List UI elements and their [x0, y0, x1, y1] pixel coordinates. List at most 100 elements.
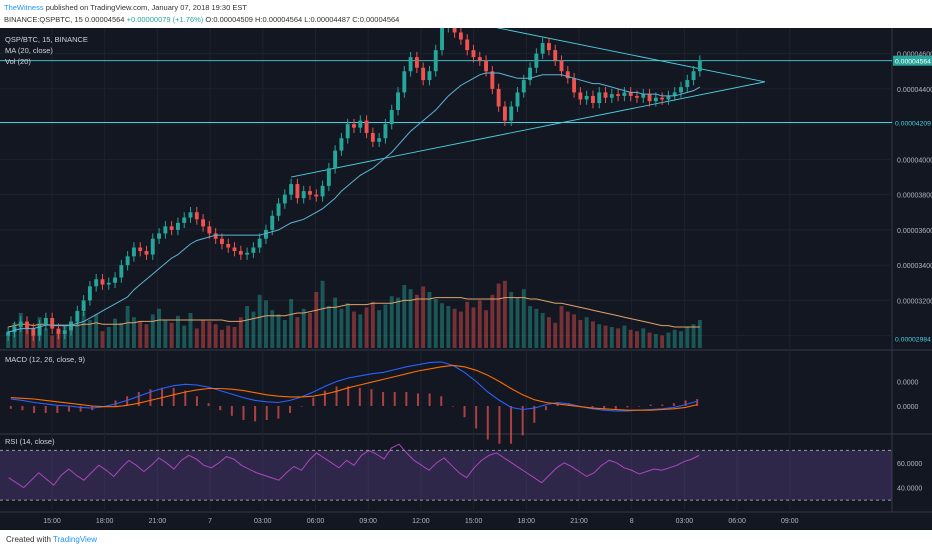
volume-bar [232, 327, 237, 348]
candle-body [534, 53, 539, 68]
macd-hist-bar [591, 406, 594, 408]
macd-title: MACD (12, 26, close, 9) [5, 355, 86, 364]
volume-bar [138, 321, 143, 348]
macd-hist-bar [242, 406, 245, 420]
volume-bar [484, 310, 489, 348]
candle-body [289, 184, 294, 195]
candle-body [653, 97, 658, 102]
candle-body [697, 60, 702, 72]
candle-body [150, 238, 155, 255]
macd-hist-bar [161, 387, 164, 406]
volume-bar [352, 311, 356, 348]
macd-hist-bar [312, 397, 315, 406]
macd-hist-bar [195, 396, 198, 406]
macd-hist-bar [289, 406, 292, 413]
low-label-bg [893, 333, 932, 344]
volume-bar [106, 327, 111, 348]
candle-body [50, 318, 55, 329]
y-tick-label: 0.00003200 [897, 298, 932, 305]
volume-bar [56, 332, 61, 348]
volume-bar [622, 325, 627, 348]
last-price-label-bg [893, 55, 932, 66]
symbol-line: BINANCE:QSPBTC, 15 0.00004564 [4, 15, 125, 24]
volume-bar [591, 321, 595, 348]
macd-hist-bar [67, 406, 70, 412]
volume-bar [238, 317, 243, 348]
volume-bar [685, 327, 690, 348]
macd-hist-bar [300, 406, 303, 407]
candle-body [546, 43, 551, 51]
volume-bar [163, 320, 168, 348]
legend-vol: Vol (20) [5, 57, 31, 66]
rsi-line [8, 443, 700, 489]
candle-body [169, 226, 174, 230]
macd-hist-bar [603, 406, 606, 409]
volume-ma-line [8, 297, 700, 328]
candle-body [69, 321, 73, 331]
candle-body [616, 94, 621, 96]
volume-bar [458, 311, 463, 348]
candle-body [94, 279, 99, 287]
volume-bars [6, 280, 702, 348]
volume-bar [509, 292, 514, 348]
y-tick-label: 0.00004600 [897, 52, 932, 59]
candle-body [565, 71, 570, 79]
volume-bar [282, 320, 287, 348]
tradingview-logo[interactable]: TradingView [53, 535, 98, 544]
candle-body [37, 325, 42, 336]
volume-bar [119, 322, 124, 348]
candle-body [308, 191, 312, 195]
volume-bar [477, 300, 482, 348]
candle-body [490, 71, 495, 89]
candle-body [18, 321, 23, 327]
macd-hist-bar [405, 392, 408, 406]
candle-body [465, 39, 470, 51]
x-tick-label: 21:00 [149, 518, 167, 525]
volume-bar [264, 300, 268, 348]
macd-hist-bar [533, 406, 536, 423]
volume-bar [182, 325, 187, 348]
macd-tick-label: 0.0000 [897, 404, 919, 411]
volume-bar [697, 320, 702, 348]
volume-bar [572, 314, 577, 348]
candle-body [314, 194, 319, 197]
candle-body [496, 88, 501, 107]
volume-bar [521, 289, 526, 348]
candle-body [622, 92, 627, 96]
volume-bar [496, 283, 501, 348]
volume-bar [628, 329, 633, 348]
created-with: Created with [6, 535, 51, 544]
candle-body [679, 87, 683, 93]
publish-info: published on TradingView.com, January 07… [45, 3, 247, 12]
volume-bar [94, 314, 99, 348]
volume-bar [226, 325, 231, 348]
volume-bar [660, 335, 665, 348]
x-tick-label: 18:00 [518, 518, 536, 525]
macd-hist-bar [230, 406, 233, 416]
x-tick-label: 7 [208, 518, 212, 525]
volume-bar [528, 306, 533, 348]
candle-body [251, 247, 256, 253]
candle-body [264, 229, 268, 239]
candle-body [389, 110, 394, 125]
last-price-label: 0.00004564 [895, 59, 931, 66]
volume-bar [679, 331, 683, 348]
hline-label: 0.00004209 [895, 121, 931, 128]
volume-bar [339, 308, 344, 348]
chart-area[interactable]: 0.000046000.000044000.000042000.00004000… [0, 28, 932, 530]
macd-hist-bar [661, 404, 664, 406]
volume-bar [377, 310, 382, 348]
candle-body [421, 67, 426, 81]
candle-body [201, 219, 206, 227]
candle-body [245, 252, 250, 255]
volume-bar [194, 328, 199, 348]
volume-bar [396, 297, 400, 348]
x-tick-label: 09:00 [359, 518, 377, 525]
volume-bar [175, 315, 180, 348]
volume-bar [452, 308, 457, 348]
candle-body [458, 32, 463, 40]
x-tick-label: 06:00 [307, 518, 325, 525]
volume-bar [383, 304, 388, 348]
candle-body [125, 256, 130, 266]
author-link[interactable]: TheWitness [4, 3, 44, 12]
